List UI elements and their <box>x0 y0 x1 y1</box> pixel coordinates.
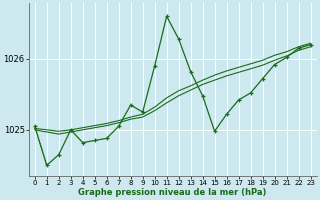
X-axis label: Graphe pression niveau de la mer (hPa): Graphe pression niveau de la mer (hPa) <box>78 188 267 197</box>
